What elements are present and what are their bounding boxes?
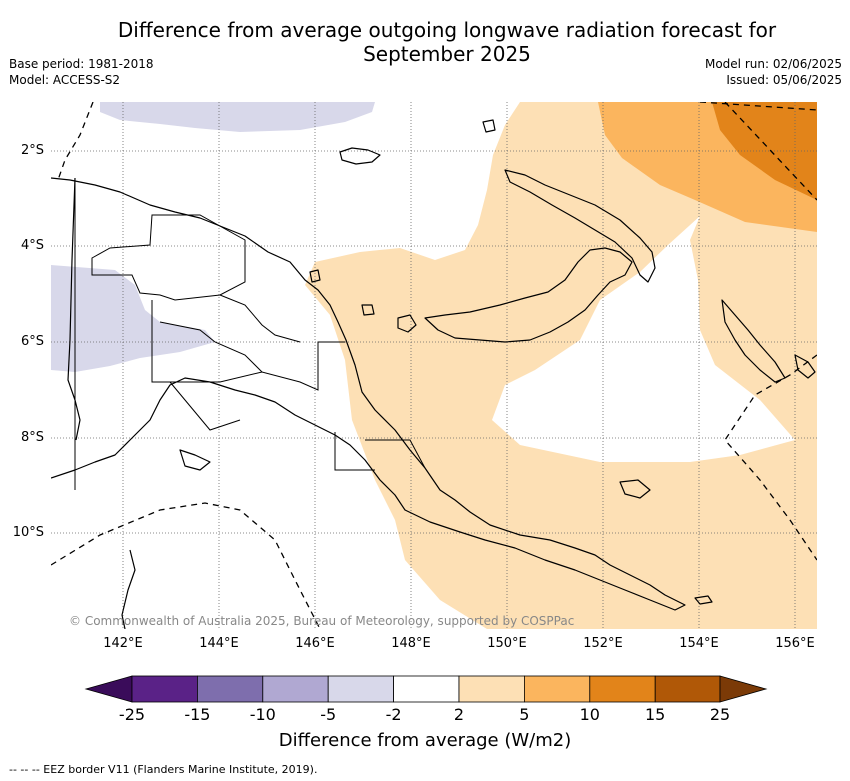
- title-line-1: Difference from average outgoing longwav…: [117, 18, 777, 42]
- colorbar-arrow-high: [719, 675, 768, 703]
- lon-label-152e: 152°E: [583, 636, 623, 651]
- new-britain-coast: [424, 247, 633, 343]
- colorbar-bin-9: [654, 675, 721, 703]
- long-island-coast: [397, 314, 417, 333]
- goodenough-coast: [619, 479, 651, 499]
- lon-label-142e: 142°E: [103, 636, 143, 651]
- anomaly-area-pos-10-15: [712, 102, 817, 200]
- torres-islands-coast: [179, 449, 211, 471]
- colorbar-title: Difference from average (W/m2): [278, 730, 572, 751]
- lat-label-8s: 8°S: [20, 430, 44, 445]
- colorbar-tick: 25: [709, 705, 731, 724]
- lat-label-2s: 2°S: [20, 143, 44, 158]
- australia-cape-york-coast: [121, 549, 136, 629]
- misima-coast: [694, 595, 713, 605]
- lon-label-154e: 154°E: [679, 636, 719, 651]
- model-run: Model run: 02/06/2025: [704, 57, 842, 71]
- colorbar-bin-5: [393, 675, 460, 703]
- mussau-coast: [482, 119, 496, 133]
- colorbar-tick: -15: [184, 705, 211, 724]
- eez-borders: [51, 102, 817, 629]
- title-line-2: September 2025: [363, 42, 531, 66]
- new-guinea-coast: [51, 177, 686, 611]
- colorbar-tick: -5: [320, 705, 337, 724]
- anomaly-area-neg-north: [100, 102, 375, 132]
- lon-label-156e: 156°E: [775, 636, 815, 651]
- colorbar-bin-3: [262, 675, 329, 703]
- base-period: Base period: 1981-2018: [9, 57, 154, 71]
- lon-label-146e: 146°E: [295, 636, 335, 651]
- solomon-coast: [794, 354, 816, 379]
- map-title: Difference from average outgoing longwav…: [0, 18, 850, 66]
- colorbar-bin-6: [458, 675, 525, 703]
- meta-left: Base period: 1981-2018 Model: ACCESS-S2: [9, 56, 154, 88]
- colorbar-arrow-low: [84, 675, 133, 703]
- lon-label-150e: 150°E: [487, 636, 527, 651]
- lat-label-10s: 10°S: [12, 525, 44, 540]
- eez-footnote: -- -- -- EEZ border V11 (Flanders Marine…: [9, 763, 318, 776]
- meta-right: Model run: 02/06/2025 Issued: 05/06/2025: [705, 56, 842, 88]
- lat-label-4s: 4°S: [20, 238, 44, 253]
- umboi-coast: [361, 304, 375, 316]
- lat-label-6s: 6°S: [20, 334, 44, 349]
- graticule: [51, 102, 817, 629]
- colorbar-tick: -2: [385, 705, 402, 724]
- west-papua-edge-coast: [67, 177, 81, 441]
- colorbar-bin-8: [589, 675, 656, 703]
- colorbar-tick: -10: [249, 705, 276, 724]
- anomaly-area-neg-west: [51, 265, 215, 372]
- colorbar-bin-2: [196, 675, 264, 703]
- colorbar-bin-4: [327, 675, 395, 703]
- province-borders: [74, 180, 426, 490]
- issued-date: Issued: 05/06/2025: [726, 73, 842, 87]
- lon-label-148e: 148°E: [391, 636, 431, 651]
- karkar-coast: [309, 269, 321, 283]
- manus-coast: [339, 147, 381, 165]
- new-ireland-coast: [504, 169, 656, 283]
- lon-label-144e: 144°E: [199, 636, 239, 651]
- colorbar-tick: 10: [579, 705, 600, 724]
- colorbar-bin-1: [131, 675, 198, 703]
- colorbar-tick: 15: [645, 705, 666, 724]
- colorbar-bin-7: [524, 675, 591, 703]
- anomaly-area-pos-2-5: [305, 102, 817, 629]
- copyright-notice: © Commonwealth of Australia 2025, Bureau…: [69, 614, 575, 628]
- colorbar-tick: -25: [118, 705, 146, 724]
- model-name: Model: ACCESS-S2: [9, 73, 121, 87]
- colorbar-tick: 2: [453, 705, 465, 724]
- coastlines: [51, 119, 816, 629]
- colorbar-tick: 5: [519, 705, 530, 724]
